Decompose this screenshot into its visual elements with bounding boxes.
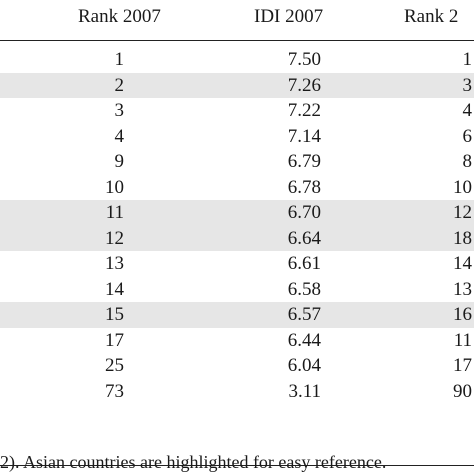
cell-rank-2: 90 <box>453 380 472 402</box>
header-rule <box>0 40 474 41</box>
cell-idi-2007: 7.22 <box>287 100 321 121</box>
cell-rank-2007: 9 <box>114 151 125 172</box>
cell-idi-2007: 7.50 <box>287 49 321 70</box>
cell-idi-2007: 6.79 <box>287 151 321 172</box>
header-rank-2007: Rank 2007 <box>78 6 161 27</box>
table-row: 12 6.64 18 <box>0 225 474 251</box>
table-row: 2 7.26 3 <box>0 72 474 98</box>
cell-rank-2: 4 <box>462 100 473 121</box>
cell-rank-2: 17 <box>453 355 472 376</box>
cell-rank-2: 6 <box>462 125 473 147</box>
cell-rank-2: 16 <box>453 304 472 325</box>
cell-rank-2: 18 <box>453 227 472 249</box>
cell-idi-2007: 6.78 <box>287 176 321 198</box>
cell-rank-2007: 3 <box>114 100 125 121</box>
cell-rank-2: 11 <box>453 329 472 351</box>
table-row: 15 6.57 16 <box>0 302 474 328</box>
header-rank-2: Rank 2 <box>404 6 459 27</box>
cell-rank-2007: 17 <box>105 329 124 351</box>
cell-rank-2007: 73 <box>105 380 124 402</box>
cell-rank-2: 13 <box>453 278 472 300</box>
table-row: 3 7.22 4 <box>0 98 474 124</box>
cell-rank-2: 14 <box>453 253 472 274</box>
cell-idi-2007: 3.11 <box>288 380 321 402</box>
cell-idi-2007: 6.04 <box>287 355 321 376</box>
table-row: 14 6.58 13 <box>0 277 474 303</box>
cell-rank-2007: 13 <box>105 253 124 274</box>
table-row: 13 6.61 14 <box>0 251 474 277</box>
cell-rank-2007: 4 <box>114 125 125 147</box>
cell-idi-2007: 6.58 <box>287 278 321 300</box>
table-row: 4 7.14 6 <box>0 124 474 150</box>
cell-rank-2: 3 <box>462 74 473 96</box>
cell-idi-2007: 6.61 <box>287 253 321 274</box>
table-row: 10 6.78 10 <box>0 175 474 201</box>
table-row: 25 6.04 17 <box>0 353 474 379</box>
bottom-rule <box>0 465 474 466</box>
table-row: 1 7.50 1 <box>0 47 474 73</box>
cell-idi-2007: 6.57 <box>287 304 321 325</box>
cell-rank-2007: 11 <box>105 202 124 223</box>
cell-rank-2: 8 <box>462 151 473 172</box>
cell-idi-2007: 7.26 <box>287 74 321 96</box>
cell-rank-2007: 25 <box>105 355 124 376</box>
cell-rank-2: 10 <box>453 176 472 198</box>
table-header: Rank 2007 IDI 2007 Rank 2 <box>0 0 474 36</box>
cell-rank-2007: 15 <box>105 304 124 325</box>
cell-idi-2007: 6.64 <box>287 227 321 249</box>
cell-rank-2007: 2 <box>114 74 125 96</box>
table-body: 1 7.50 1 2 7.26 3 3 7.22 4 4 7.14 6 9 6.79 8 10 6.78 10 11… <box>0 47 474 404</box>
header-idi-2007: IDI 2007 <box>254 6 324 27</box>
table-row: 9 6.79 8 <box>0 149 474 175</box>
cell-rank-2007: 14 <box>105 278 124 300</box>
cell-rank-2: 12 <box>453 202 472 223</box>
cell-idi-2007: 7.14 <box>287 125 321 147</box>
table-row: 73 3.11 90 <box>0 379 474 405</box>
cell-rank-2007: 1 <box>114 49 125 70</box>
table-row: 11 6.70 12 <box>0 200 474 226</box>
cell-rank-2007: 12 <box>105 227 124 249</box>
cell-rank-2: 1 <box>462 49 473 70</box>
cell-rank-2007: 10 <box>105 176 124 198</box>
cell-idi-2007: 6.44 <box>287 329 321 351</box>
table-row: 17 6.44 11 <box>0 328 474 354</box>
table-footnote: 2). Asian countries are highlighted for … <box>0 452 387 472</box>
cell-idi-2007: 6.70 <box>287 202 321 223</box>
